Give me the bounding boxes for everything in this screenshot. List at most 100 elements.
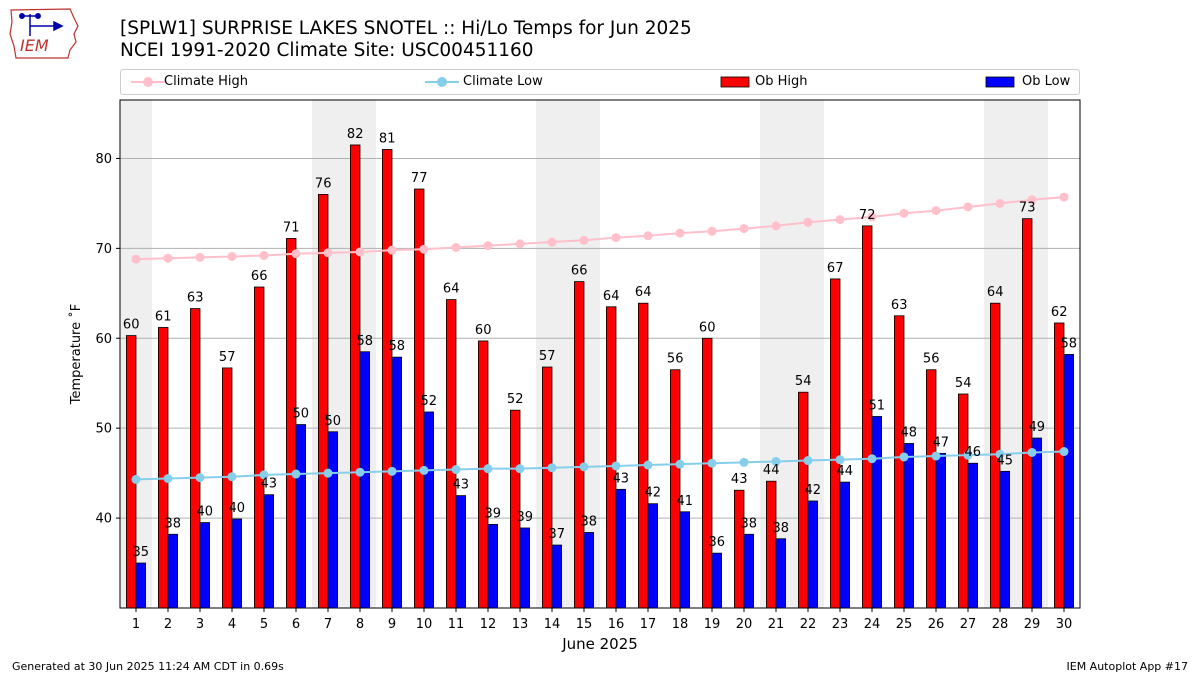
ob-low-value-label: 43 — [453, 478, 470, 493]
climate-high-line — [135, 196, 1065, 261]
climate-low-point — [579, 462, 589, 472]
plot-frame — [119, 99, 1081, 609]
ob-low-bar — [423, 411, 435, 609]
ob-high-bar — [606, 306, 617, 609]
x-tick-label: 14 — [544, 617, 561, 632]
ob-low-bar — [839, 481, 851, 609]
x-tick-label: 9 — [388, 617, 396, 632]
ob-high-value-label: 56 — [667, 352, 684, 367]
climate-low-point — [739, 457, 749, 467]
ob-low-value-label: 50 — [293, 407, 310, 422]
ob-high-bar — [1054, 322, 1065, 609]
ob-low-value-label: 43 — [261, 477, 278, 492]
ob-high-value-label: 63 — [187, 291, 204, 306]
climate-low-point — [451, 465, 461, 475]
ob-high-value-label: 66 — [251, 269, 268, 284]
ob-low-value-label: 38 — [773, 521, 790, 536]
ob-low-bar — [455, 495, 467, 609]
ob-low-bar — [583, 532, 595, 609]
footer-generated-text: Generated at 30 Jun 2025 11:24 AM CDT in… — [12, 660, 284, 673]
ob-low-bar — [519, 527, 531, 609]
ob-high-bar — [253, 286, 265, 609]
ob-high-value-label: 57 — [539, 349, 556, 364]
ob-high-value-label: 76 — [315, 176, 332, 191]
y-tick-label: 70 — [95, 242, 112, 257]
ob-high-bar — [1022, 218, 1033, 609]
x-tick-label: 29 — [1024, 617, 1041, 632]
climate-high-point — [611, 233, 621, 243]
climate-low-point — [899, 452, 909, 462]
climate-low-point — [483, 464, 493, 474]
ob-high-value-label: 66 — [571, 264, 588, 279]
y-tick-label: 40 — [95, 512, 112, 527]
ob-high-value-label: 64 — [603, 289, 620, 304]
ob-low-bar — [743, 533, 755, 609]
ob-low-bar — [487, 523, 499, 609]
ob-low-bar — [679, 511, 691, 609]
x-tick-label: 20 — [736, 617, 753, 632]
climate-low-point — [163, 474, 173, 484]
ob-low-value-label: 58 — [389, 339, 406, 354]
ob-low-bar — [647, 503, 659, 609]
ob-high-value-label: 60 — [475, 323, 492, 338]
x-tick-label: 10 — [416, 617, 433, 632]
climate-high-point — [739, 224, 749, 234]
climate-high-point — [131, 254, 141, 264]
x-tick-label: 24 — [864, 617, 881, 632]
ob-high-value-label: 81 — [379, 131, 396, 146]
legend-swatch-climate-low — [425, 77, 459, 87]
ob-high-bar — [574, 281, 585, 609]
x-tick-label: 18 — [672, 617, 689, 632]
iem-logo: IEM — [9, 8, 79, 59]
climate-high-point — [355, 247, 365, 257]
x-axis-label: June 2025 — [561, 635, 638, 653]
ob-low-bar — [711, 552, 723, 609]
chart-legend: Climate High Climate Low Ob High Ob Low — [120, 69, 1080, 95]
ob-high-bar — [894, 315, 905, 609]
x-tick-label: 2 — [164, 617, 172, 632]
ob-low-value-label: 58 — [357, 334, 374, 349]
climate-high-point — [419, 244, 429, 254]
ob-high-value-label: 57 — [219, 350, 236, 365]
ob-high-bar — [221, 367, 233, 609]
climate-high-point — [227, 251, 237, 261]
ob-high-value-label: 60 — [699, 320, 716, 335]
climate-low-point — [803, 456, 813, 466]
x-tick-label: 8 — [356, 617, 364, 632]
ob-low-value-label: 39 — [485, 506, 502, 521]
ob-high-bar — [542, 366, 553, 609]
ob-high-value-label: 44 — [763, 463, 780, 478]
ob-low-value-label: 37 — [549, 527, 566, 542]
climate-low-point — [419, 465, 429, 475]
climate-low-point — [515, 464, 525, 474]
ob-low-bar — [327, 431, 339, 609]
ob-low-value-label: 58 — [1061, 336, 1078, 351]
ob-low-value-label: 38 — [581, 514, 598, 529]
x-tick-label: 27 — [960, 617, 977, 632]
ob-high-bar — [445, 299, 457, 609]
ob-low-value-label: 44 — [837, 464, 854, 479]
ob-high-value-label: 54 — [955, 376, 972, 391]
climate-low-point — [867, 454, 877, 464]
x-tick-label: 15 — [576, 617, 593, 632]
climate-low-point — [611, 461, 621, 471]
climate-low-point — [131, 474, 141, 484]
climate-low-point — [931, 451, 941, 461]
legend-label-climate-low: Climate Low — [463, 74, 543, 89]
ob-high-bar — [830, 278, 841, 609]
ob-low-value-label: 40 — [197, 505, 214, 520]
climate-high-point — [867, 212, 877, 222]
legend-label-climate-high: Climate High — [164, 74, 249, 89]
climate-high-point — [323, 248, 333, 258]
ob-high-value-label: 64 — [443, 282, 460, 297]
ob-high-bar — [734, 489, 745, 609]
ob-low-bar — [231, 518, 242, 609]
ob-high-bar — [157, 327, 169, 609]
climate-high-point — [1059, 192, 1069, 202]
climate-high-point — [707, 226, 717, 236]
ob-low-value-label: 39 — [517, 510, 534, 525]
climate-high-point — [835, 215, 845, 225]
x-tick-label: 1 — [132, 617, 140, 632]
climate-high-point — [547, 237, 557, 247]
